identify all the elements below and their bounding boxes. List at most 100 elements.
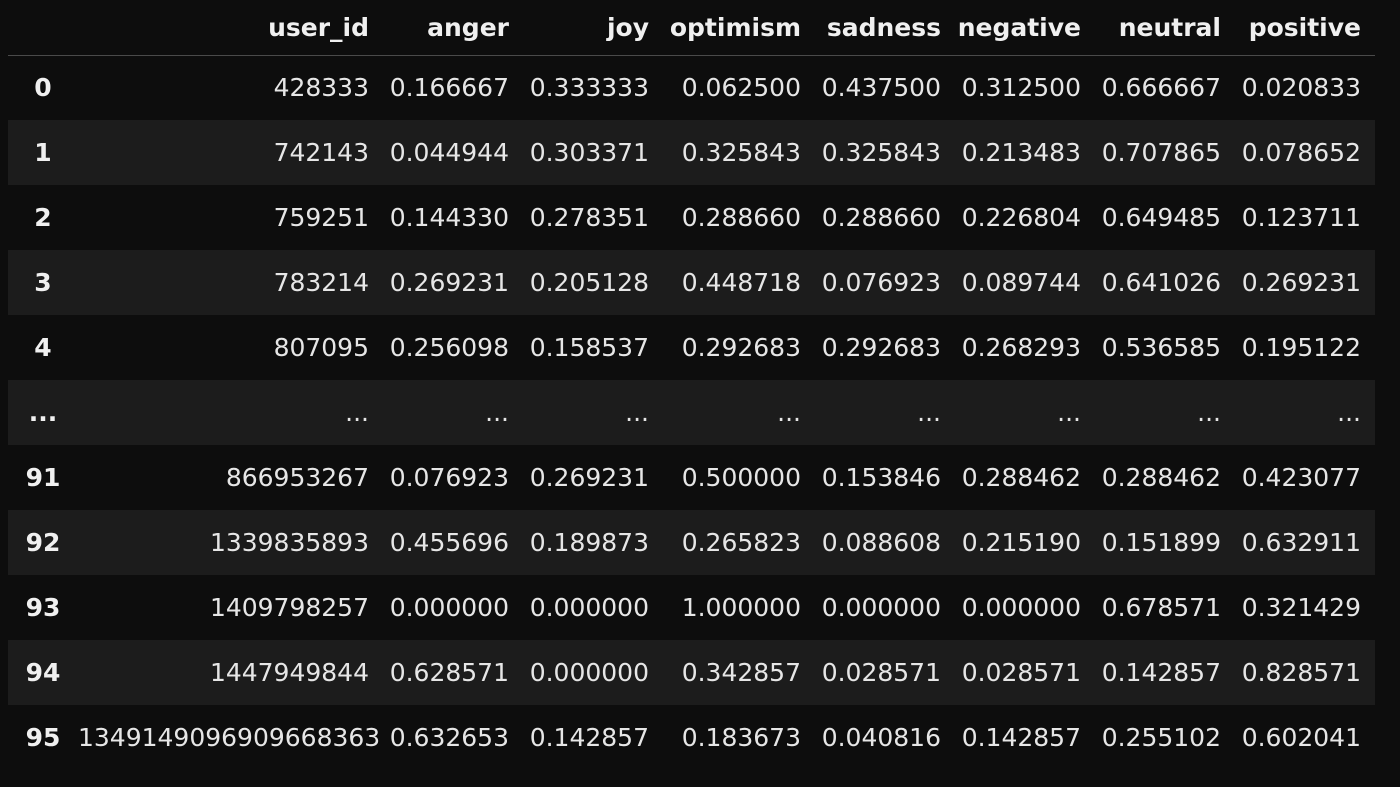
cell-joy: 0.189873 xyxy=(529,528,649,557)
cell-joy: 0.269231 xyxy=(529,463,649,492)
row-index: 93 xyxy=(25,593,61,622)
cell-joy: 0.333333 xyxy=(529,73,649,103)
cell-joy: ... xyxy=(625,398,649,427)
column-header-positive: positive xyxy=(1235,0,1375,56)
cell-user-id: 1447949844 xyxy=(209,658,369,687)
column-header-neutral: neutral xyxy=(1095,0,1235,56)
row-index: 2 xyxy=(34,203,52,232)
cell-sadness: 0.076923 xyxy=(821,268,941,297)
dataframe-table: user_id anger joy optimism sadness negative ne… xyxy=(8,0,1375,770)
cell-optimism: 0.342857 xyxy=(681,658,801,687)
cell-positive: 0.828571 xyxy=(1241,658,1361,687)
row-index: 95 xyxy=(25,723,61,752)
cell-joy: 0.205128 xyxy=(529,268,649,297)
table-row: 3 783214 0.269231 0.205128 0.448718 0.076923 0… xyxy=(8,250,1375,315)
column-header-anger: anger xyxy=(383,0,523,56)
cell-joy: 0.142857 xyxy=(529,723,649,752)
cell-anger: 0.166667 xyxy=(389,73,509,103)
cell-anger: 0.000000 xyxy=(389,593,509,622)
cell-optimism: 1.000000 xyxy=(681,593,801,622)
cell-user-id: 1339835893 xyxy=(209,528,369,557)
table-body: 0 428333 0.166667 0.333333 0.062500 0.437500 0… xyxy=(8,55,1375,770)
cell-optimism: 0.448718 xyxy=(681,268,801,297)
cell-neutral: 0.641026 xyxy=(1101,268,1221,297)
cell-neutral: 0.678571 xyxy=(1101,593,1221,622)
row-index: 0 xyxy=(34,73,52,103)
cell-anger: 0.144330 xyxy=(389,203,509,232)
cell-neutral: 0.649485 xyxy=(1101,203,1221,232)
cell-positive: 0.423077 xyxy=(1241,463,1361,492)
cell-neutral: 0.707865 xyxy=(1101,138,1221,167)
cell-joy: 0.158537 xyxy=(529,333,649,362)
cell-neutral: 0.255102 xyxy=(1101,723,1221,752)
cell-optimism: 0.500000 xyxy=(681,463,801,492)
cell-negative: 0.089744 xyxy=(961,268,1081,297)
cell-positive: ... xyxy=(1337,398,1361,427)
cell-sadness: 0.153846 xyxy=(821,463,941,492)
cell-negative: 0.000000 xyxy=(961,593,1081,622)
table-row: 1 742143 0.044944 0.303371 0.325843 0.325843 0… xyxy=(8,120,1375,185)
cell-negative: 0.312500 xyxy=(961,73,1081,103)
cell-user-id: 866953267 xyxy=(225,463,369,492)
cell-joy: 0.000000 xyxy=(529,658,649,687)
table-row: ........................... xyxy=(8,380,1375,445)
cell-positive: 0.269231 xyxy=(1241,268,1361,297)
cell-neutral: 0.536585 xyxy=(1101,333,1221,362)
cell-neutral: ... xyxy=(1197,398,1221,427)
cell-user-id: 783214 xyxy=(273,268,369,297)
cell-user-id: 759251 xyxy=(273,203,369,232)
cell-optimism: 0.265823 xyxy=(681,528,801,557)
column-header-user-id: user_id xyxy=(78,0,383,56)
cell-negative: 0.028571 xyxy=(961,658,1081,687)
cell-joy: 0.278351 xyxy=(529,203,649,232)
cell-optimism: 0.325843 xyxy=(681,138,801,167)
cell-anger: 0.628571 xyxy=(389,658,509,687)
cell-anger: 0.256098 xyxy=(389,333,509,362)
cell-negative: 0.226804 xyxy=(961,203,1081,232)
row-index: 92 xyxy=(25,528,61,557)
cell-user-id: 1409798257 xyxy=(209,593,369,622)
cell-sadness: 0.088608 xyxy=(821,528,941,557)
row-index: 4 xyxy=(34,333,52,362)
row-index: 3 xyxy=(34,268,52,297)
cell-negative: 0.215190 xyxy=(961,528,1081,557)
cell-neutral: 0.288462 xyxy=(1101,463,1221,492)
column-header-optimism: optimism xyxy=(663,0,815,56)
cell-user-id: ... xyxy=(345,398,369,427)
cell-positive: 0.020833 xyxy=(1241,73,1361,103)
column-header-sadness: sadness xyxy=(815,0,955,56)
cell-sadness: 0.000000 xyxy=(821,593,941,622)
cell-anger: 0.632653 xyxy=(389,723,509,752)
cell-optimism: 0.183673 xyxy=(681,723,801,752)
cell-sadness: 0.292683 xyxy=(821,333,941,362)
cell-neutral: 0.666667 xyxy=(1101,73,1221,103)
table-row: 4 807095 0.256098 0.158537 0.292683 0.292683 0… xyxy=(8,315,1375,380)
cell-anger: 0.455696 xyxy=(389,528,509,557)
cell-positive: 0.602041 xyxy=(1241,723,1361,752)
cell-sadness: 0.040816 xyxy=(821,723,941,752)
cell-optimism: ... xyxy=(777,398,801,427)
cell-positive: 0.321429 xyxy=(1241,593,1361,622)
cell-user-id: 428333 xyxy=(273,73,369,103)
cell-user-id: 807095 xyxy=(273,333,369,362)
cell-user-id: 1349149096909668363 xyxy=(78,723,381,752)
cell-negative: 0.268293 xyxy=(961,333,1081,362)
cell-sadness: 0.028571 xyxy=(821,658,941,687)
cell-sadness: 0.325843 xyxy=(821,138,941,167)
cell-anger: 0.044944 xyxy=(389,138,509,167)
row-index: ... xyxy=(28,398,58,427)
cell-negative: ... xyxy=(1057,398,1081,427)
column-header-negative: negative xyxy=(955,0,1095,56)
table-row: 93 1409798257 0.000000 0.000000 1.000000 0.00… xyxy=(8,575,1375,640)
table-row: 92 1339835893 0.455696 0.189873 0.265823 0.08… xyxy=(8,510,1375,575)
table-row: 0 428333 0.166667 0.333333 0.062500 0.437500 0… xyxy=(8,55,1375,120)
table-row: 2 759251 0.144330 0.278351 0.288660 0.288660 0… xyxy=(8,185,1375,250)
cell-anger: 0.076923 xyxy=(389,463,509,492)
cell-optimism: 0.288660 xyxy=(681,203,801,232)
cell-positive: 0.123711 xyxy=(1241,203,1361,232)
cell-sadness: ... xyxy=(917,398,941,427)
cell-anger: ... xyxy=(485,398,509,427)
cell-neutral: 0.142857 xyxy=(1101,658,1221,687)
cell-positive: 0.195122 xyxy=(1241,333,1361,362)
cell-optimism: 0.292683 xyxy=(681,333,801,362)
